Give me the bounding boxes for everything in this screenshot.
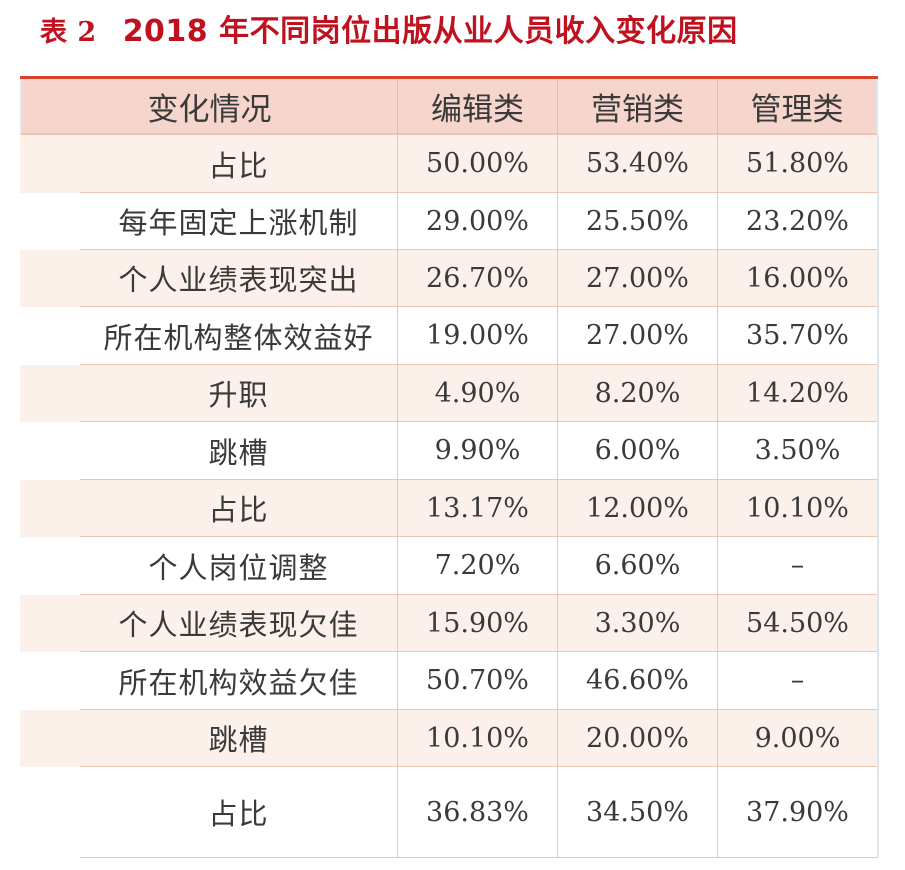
reason-cell: 个人业绩表现欠佳 xyxy=(80,595,398,652)
table-row: 升职 4.90% 8.20% 14.20% xyxy=(20,365,878,422)
table-row: 个人岗位调整 7.20% 6.60% – xyxy=(20,537,878,595)
value-editorial: 26.70% xyxy=(398,250,558,307)
header-management: 管理类 xyxy=(718,79,878,135)
reason-cell: 每年固定上涨机制 xyxy=(80,193,398,250)
value-marketing: 25.50% xyxy=(558,193,718,250)
value-marketing: 12.00% xyxy=(558,480,718,537)
table-row: 所在机构效益欠佳 50.70% 46.60% – xyxy=(20,652,878,710)
value-marketing: 27.00% xyxy=(558,250,718,307)
value-management: 9.00% xyxy=(718,710,878,767)
value-editorial: 36.83% xyxy=(398,767,558,858)
value-management: 14.20% xyxy=(718,365,878,422)
table-row: 每年固定上涨机制 29.00% 25.50% 23.20% xyxy=(20,193,878,250)
value-marketing: 20.00% xyxy=(558,710,718,767)
table-row: 所在机构整体效益好 19.00% 27.00% 35.70% xyxy=(20,307,878,365)
table-row: 跳槽 10.10% 20.00% 9.00% xyxy=(20,710,878,767)
value-management: 37.90% xyxy=(718,767,878,858)
header-top-rule xyxy=(20,76,878,79)
value-management: 54.50% xyxy=(718,595,878,652)
value-management: – xyxy=(718,652,878,710)
value-marketing: 8.20% xyxy=(558,365,718,422)
value-management: 3.50% xyxy=(718,422,878,480)
reason-cell: 占比 xyxy=(80,135,398,193)
value-editorial: 50.00% xyxy=(398,135,558,193)
reason-cell: 跳槽 xyxy=(80,710,398,767)
value-editorial: 15.90% xyxy=(398,595,558,652)
value-editorial: 7.20% xyxy=(398,537,558,595)
value-marketing: 3.30% xyxy=(558,595,718,652)
table-row: 占比 13.17% 12.00% 10.10% xyxy=(20,480,878,537)
reason-cell: 所在机构整体效益好 xyxy=(80,307,398,365)
value-editorial: 29.00% xyxy=(398,193,558,250)
value-editorial: 10.10% xyxy=(398,710,558,767)
value-editorial: 4.90% xyxy=(398,365,558,422)
value-marketing: 6.00% xyxy=(558,422,718,480)
table-row: 个人业绩表现突出 26.70% 27.00% 16.00% xyxy=(20,250,878,307)
value-management: 16.00% xyxy=(718,250,878,307)
value-marketing: 6.60% xyxy=(558,537,718,595)
reason-cell: 个人业绩表现突出 xyxy=(80,250,398,307)
header-change-situation: 变化情况 xyxy=(20,79,398,135)
value-editorial: 13.17% xyxy=(398,480,558,537)
reason-cell: 升职 xyxy=(80,365,398,422)
header-editorial: 编辑类 xyxy=(398,79,558,135)
reason-cell: 所在机构效益欠佳 xyxy=(80,652,398,710)
value-management: 35.70% xyxy=(718,307,878,365)
value-marketing: 46.60% xyxy=(558,652,718,710)
table-right-border xyxy=(877,135,879,858)
table-row: 个人业绩表现欠佳 15.90% 3.30% 54.50% xyxy=(20,595,878,652)
value-marketing: 53.40% xyxy=(558,135,718,193)
reason-cell: 个人岗位调整 xyxy=(80,537,398,595)
reason-cell: 占比 xyxy=(80,480,398,537)
value-editorial: 19.00% xyxy=(398,307,558,365)
value-marketing: 34.50% xyxy=(558,767,718,858)
value-editorial: 50.70% xyxy=(398,652,558,710)
value-management: 10.10% xyxy=(718,480,878,537)
table-row: 跳槽 9.90% 6.00% 3.50% xyxy=(20,422,878,480)
table-title: 表 2 2018 年不同岗位出版从业人员收入变化原因 xyxy=(40,10,738,54)
value-management: – xyxy=(718,537,878,595)
header-row: 变化情况 编辑类 营销类 管理类 xyxy=(20,79,878,135)
value-management: 51.80% xyxy=(718,135,878,193)
value-marketing: 27.00% xyxy=(558,307,718,365)
table-row: 占比 36.83% 34.50% 37.90% xyxy=(20,767,878,858)
value-editorial: 9.90% xyxy=(398,422,558,480)
reason-cell: 跳槽 xyxy=(80,422,398,480)
header-marketing: 营销类 xyxy=(558,79,718,135)
table-number: 表 2 xyxy=(40,17,97,48)
value-management: 23.20% xyxy=(718,193,878,250)
table-row: 占比 50.00% 53.40% 51.80% xyxy=(20,135,878,193)
reason-cell: 占比 xyxy=(80,767,398,858)
table-title-text: 2018 年不同岗位出版从业人员收入变化原因 xyxy=(122,14,738,49)
